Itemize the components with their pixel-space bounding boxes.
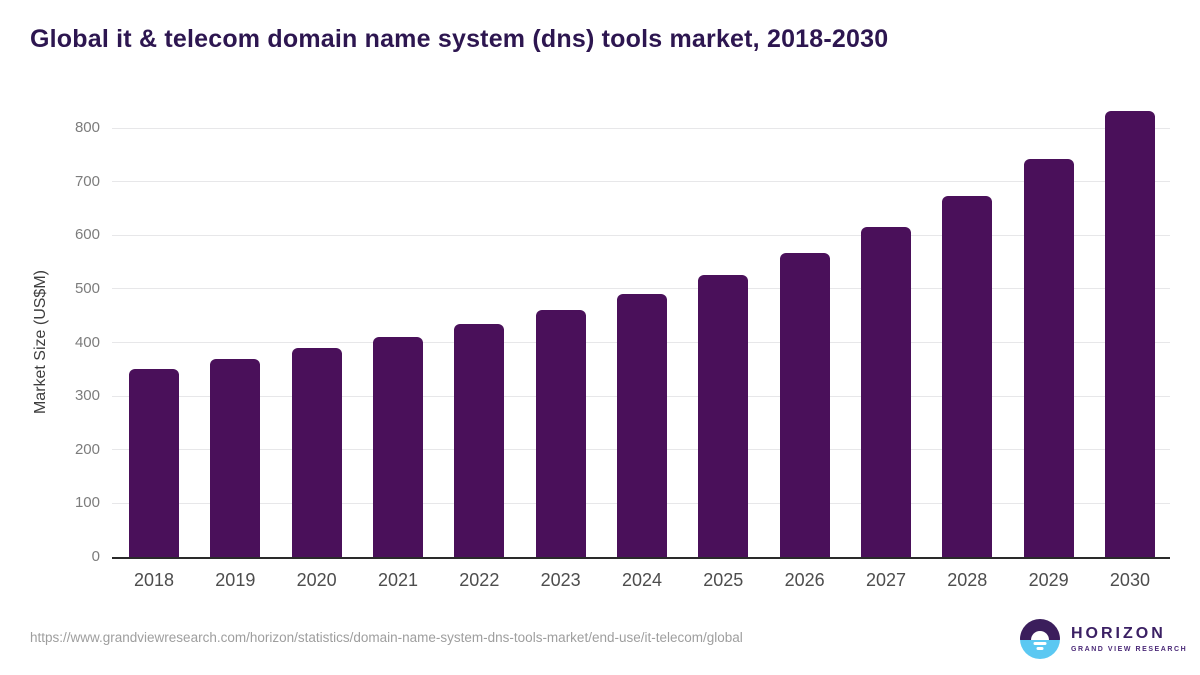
source-url: https://www.grandviewresearch.com/horizo… xyxy=(30,630,743,645)
y-tick-label-500: 500 xyxy=(74,279,100,297)
x-tick-label-2025: 2025 xyxy=(703,570,744,590)
gridline-800 xyxy=(112,127,1170,129)
x-tick-label-2019: 2019 xyxy=(215,570,256,590)
x-tick-label-2018: 2018 xyxy=(133,570,175,590)
chart-title: Global it & telecom domain name system (… xyxy=(30,25,889,53)
sun-dome-shape xyxy=(1031,630,1049,640)
x-tick-label-2029: 2029 xyxy=(1028,570,1069,590)
bar-2023 xyxy=(535,310,586,557)
y-tick-label-400: 400 xyxy=(74,333,100,351)
x-tick-label-2023: 2023 xyxy=(540,570,581,590)
x-tick-label-2027: 2027 xyxy=(865,570,906,590)
y-axis-tick-labels: 0 100 200 300 400 500 600 700 800 xyxy=(0,119,100,565)
x-tick-label-2022: 2022 xyxy=(459,570,500,590)
y-tick-label-700: 700 xyxy=(74,172,100,190)
logo-text: HORIZON GRAND VIEW RESEARCH xyxy=(1071,625,1187,653)
gridline-700 xyxy=(112,181,1170,183)
y-tick-label-100: 100 xyxy=(74,494,100,512)
bar-2026 xyxy=(779,252,830,557)
horizon-logo: HORIZON GRAND VIEW RESEARCH xyxy=(1020,619,1187,659)
x-tick-label-2026: 2026 xyxy=(784,570,825,590)
bar-2022 xyxy=(454,323,505,557)
y-tick-label-600: 600 xyxy=(74,226,100,244)
x-tick-label-2020: 2020 xyxy=(296,570,337,590)
bar-2020 xyxy=(291,347,342,557)
x-tick-label-2024: 2024 xyxy=(621,570,662,590)
logo-tagline: GRAND VIEW RESEARCH xyxy=(1071,646,1188,653)
logo-brand-name: HORIZON xyxy=(1071,625,1166,642)
plot-area: 2018 2019 2020 2021 2022 2023 2024 2025 2026 2027… xyxy=(112,111,1170,590)
x-tick-label-2030: 2030 xyxy=(1109,570,1150,590)
bar-2028 xyxy=(942,195,993,557)
horizon-sun-icon xyxy=(1020,619,1060,659)
y-tick-label-300: 300 xyxy=(74,387,100,405)
y-tick-label-200: 200 xyxy=(74,440,100,458)
x-tick-label-2021: 2021 xyxy=(377,570,418,590)
sun-reflection-line xyxy=(1036,647,1044,650)
bar-2027 xyxy=(860,227,911,557)
bar-2019 xyxy=(210,359,261,557)
gridline-600 xyxy=(112,234,1170,236)
x-tick-label-2028: 2028 xyxy=(947,570,988,590)
bar-2025 xyxy=(698,274,749,557)
gridline-500 xyxy=(112,288,1170,290)
bar-2030 xyxy=(1104,111,1155,557)
bar-2024 xyxy=(616,293,667,557)
bar-2018 xyxy=(129,368,179,557)
sun-reflection-line xyxy=(1033,642,1047,645)
y-tick-label-0: 0 xyxy=(91,548,100,565)
bar-2021 xyxy=(372,336,423,557)
y-tick-label-800: 800 xyxy=(74,119,100,136)
bar-2029 xyxy=(1023,158,1074,557)
